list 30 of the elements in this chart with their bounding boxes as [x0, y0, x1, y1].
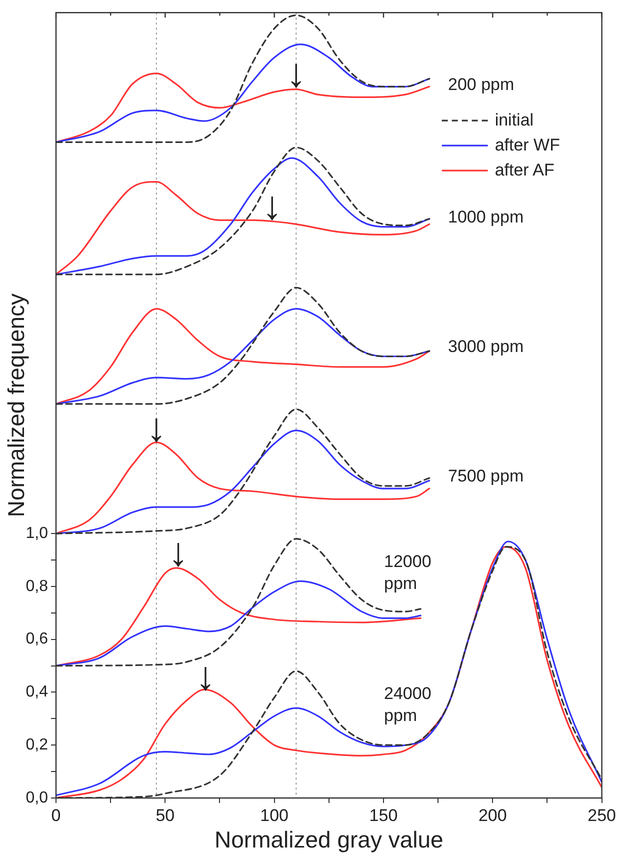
line-series: [56, 308, 430, 405]
y-tick-label: 1,0: [26, 524, 48, 542]
x-axis-title: Normalized gray value: [214, 826, 444, 853]
legend-label: initial: [494, 110, 534, 130]
annotation: ↓: [262, 184, 282, 228]
annotation: ↓: [168, 530, 188, 574]
x-tick-label: 0: [51, 806, 61, 825]
y-tick-label: 0,0: [26, 789, 48, 806]
y-tick-label: 0,8: [26, 578, 48, 595]
x-tick-label: 150: [369, 806, 398, 825]
annotation: ↓: [196, 654, 216, 699]
y-tick-label: 0,4: [26, 684, 48, 701]
annotation: ↓: [286, 52, 306, 96]
y-tick-label: 0,6: [26, 630, 48, 648]
annotation: 7500 ppm: [448, 466, 524, 486]
annotation: 200 ppm: [448, 75, 514, 94]
legend-label: after WF: [494, 135, 560, 154]
x-tick-label: 50: [156, 806, 175, 825]
annotation: 3000 ppm: [448, 336, 524, 356]
y-axis-title: Normalized frequency: [3, 292, 30, 518]
annotation: 24000 ppm: [384, 684, 432, 725]
annotation: 12000 ppm: [384, 552, 432, 593]
annotation: 1000 ppm: [448, 207, 524, 226]
x-tick-label: 100: [260, 806, 289, 825]
x-tick-label: 200: [478, 806, 507, 825]
legend-label: after AF: [494, 160, 554, 180]
annotation: ↓: [146, 406, 166, 450]
line-series: [56, 181, 430, 276]
y-tick-label: 0,2: [26, 736, 48, 754]
x-tick-label: 250: [588, 806, 616, 825]
